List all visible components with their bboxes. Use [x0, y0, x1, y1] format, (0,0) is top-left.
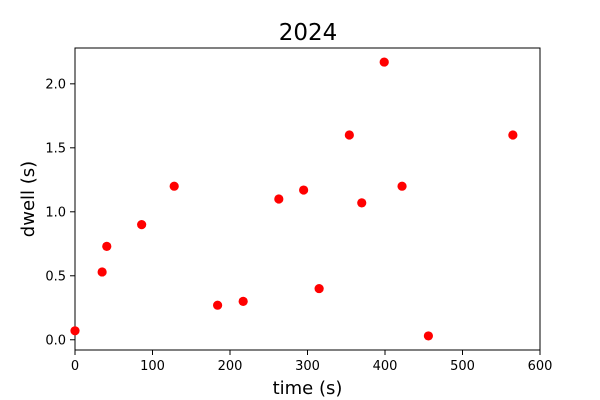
y-axis: 0.0 0.5 1.0 1.5 2.0 — [45, 77, 75, 348]
x-tick-label: 200 — [218, 359, 243, 374]
x-tick-label: 600 — [528, 359, 553, 374]
data-point — [137, 219, 147, 230]
x-tick-label: 500 — [450, 359, 475, 374]
plot-area — [70, 47, 541, 351]
data-point — [238, 296, 248, 306]
x-tick-label: 400 — [373, 359, 398, 374]
x-tick-label: 300 — [295, 359, 320, 374]
chart-title: 2024 — [279, 20, 338, 46]
data-point — [397, 181, 407, 191]
data-point — [169, 181, 179, 191]
data-points — [70, 57, 518, 341]
y-tick-label: 1.5 — [45, 141, 66, 156]
data-point — [357, 198, 367, 208]
x-axis: 0 100 200 300 400 500 600 — [71, 350, 553, 374]
data-point — [102, 241, 112, 251]
y-tick-label: 1.0 — [45, 205, 66, 220]
y-axis-label: dwell (s) — [18, 161, 39, 237]
plot-frame — [74, 47, 541, 351]
data-point — [213, 300, 223, 310]
x-axis-label: time (s) — [273, 378, 343, 399]
data-point — [508, 130, 518, 140]
data-point — [314, 283, 324, 294]
x-tick-label: 0 — [71, 359, 79, 374]
y-tick-label: 0.5 — [45, 269, 66, 284]
data-point — [97, 267, 107, 277]
data-point — [344, 130, 354, 140]
data-point — [70, 326, 80, 336]
x-tick-label: 100 — [140, 359, 165, 374]
y-tick-label: 2.0 — [45, 77, 66, 92]
data-point — [379, 57, 389, 67]
data-point — [299, 185, 309, 195]
y-tick-label: 0.0 — [45, 333, 66, 348]
data-point — [274, 194, 284, 204]
data-point — [423, 331, 433, 341]
